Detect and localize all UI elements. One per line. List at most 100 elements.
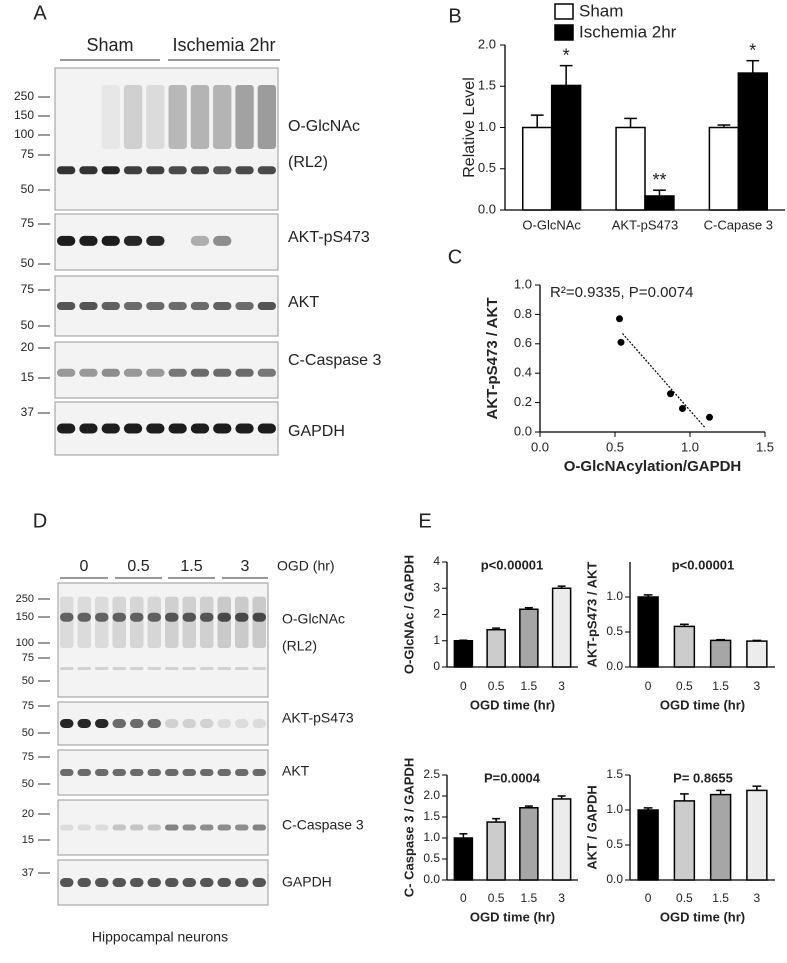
blot-label: C-Caspase 3	[288, 352, 381, 369]
y-tick-label: 0.6	[514, 335, 532, 350]
blot-band	[147, 612, 161, 622]
error-bar	[492, 627, 501, 630]
blot-band	[130, 719, 144, 728]
bar	[637, 809, 659, 881]
blot-band	[182, 719, 196, 728]
blot-band	[95, 719, 109, 728]
blot-band	[165, 824, 179, 831]
blot-band	[147, 667, 161, 670]
y-tick-label: 1.0	[606, 589, 623, 603]
blot-band	[217, 824, 231, 831]
mw-marker: 50	[22, 675, 34, 687]
mw-marker: 37	[22, 867, 34, 879]
x-tick-label: 0	[645, 891, 652, 905]
mw-marker: 75	[22, 700, 34, 712]
blot-band	[217, 769, 231, 776]
annotation: P= 0.8655	[673, 770, 733, 785]
x-tick-label: 0	[645, 679, 652, 693]
panel-label: A	[33, 2, 47, 24]
blot-band	[79, 166, 98, 175]
blot-band	[252, 667, 266, 670]
x-tick-label: AKT-pS473	[612, 217, 679, 232]
significance: *	[749, 40, 756, 60]
x-axis-label: OGD time (hr)	[470, 697, 555, 712]
blot-band	[95, 667, 109, 670]
mw-marker: 20	[22, 808, 34, 820]
blot-band	[168, 423, 187, 434]
blot-band	[112, 667, 126, 670]
bar	[673, 800, 696, 881]
y-tick-label: 0.0	[423, 872, 440, 886]
mw-marker: 250	[16, 593, 34, 605]
blot-band	[95, 612, 109, 622]
error-bar	[679, 623, 689, 627]
blot-smear	[190, 85, 210, 149]
blot-smear	[182, 596, 196, 648]
blot-band	[165, 719, 179, 728]
blot-band	[200, 769, 214, 776]
blot-band	[190, 368, 210, 377]
mw-marker: 250	[14, 89, 34, 103]
blot-band	[101, 166, 120, 175]
blot-band	[200, 719, 214, 728]
legend-swatch	[554, 3, 574, 20]
blot-smear	[95, 596, 109, 648]
mw-marker: 50	[21, 318, 35, 332]
panel-label: B	[448, 5, 461, 27]
y-tick-label: 0.5	[606, 624, 623, 638]
y-tick-label: 1.0	[606, 802, 623, 816]
blot-band	[79, 423, 98, 434]
blot-band	[57, 302, 76, 310]
error-bar	[524, 805, 533, 808]
y-tick-label: 0.0	[478, 201, 496, 216]
fit-line	[622, 333, 706, 428]
y-axis-label: Relative Level	[461, 77, 478, 178]
blot-band	[112, 824, 126, 831]
x-tick-label: 0.5	[488, 891, 505, 905]
blot-band	[57, 368, 76, 377]
y-tick-label: 0.5	[423, 851, 440, 865]
x-tick-label: 3	[558, 679, 565, 693]
blot-band	[235, 667, 249, 670]
blot-band	[252, 769, 266, 776]
blot-band	[60, 769, 74, 776]
blot-band	[123, 166, 143, 175]
group-label: 0.5	[127, 558, 149, 575]
error-bar	[559, 64, 573, 86]
y-tick-label: 0.5	[606, 837, 623, 851]
group-label: Ischemia 2hr	[172, 35, 275, 55]
x-tick-label: 0.5	[676, 891, 693, 905]
group-label: 0	[80, 558, 89, 575]
blot-band	[130, 824, 144, 831]
panel-label: C	[448, 246, 462, 268]
blot-band	[79, 302, 98, 310]
blot-band	[213, 368, 232, 377]
y-tick-label: 0	[433, 659, 440, 673]
blot-band	[130, 878, 144, 887]
mw-marker: 50	[22, 778, 34, 790]
blot-smear	[168, 85, 187, 149]
error-bar	[557, 795, 566, 799]
bar	[737, 72, 769, 211]
blot-band	[165, 878, 179, 887]
y-axis-label: AKT-pS473 / AKT	[484, 298, 501, 420]
blot-band	[182, 612, 196, 622]
blot-band	[200, 824, 214, 831]
y-tick-label: 1.0	[514, 276, 532, 291]
mw-marker: 150	[14, 108, 34, 122]
blot-band	[60, 719, 74, 728]
blot-band	[77, 667, 91, 670]
group-label: 1.5	[180, 558, 202, 575]
blot-band	[165, 612, 179, 622]
blot-smear	[217, 596, 231, 648]
x-tick-label: 1.5	[712, 679, 729, 693]
y-tick-label: 1.5	[423, 809, 440, 823]
mw-marker: 75	[21, 282, 35, 296]
error-bar	[752, 639, 762, 642]
blot-band	[146, 302, 165, 310]
y-axis-label: AKT / GAPDH	[584, 785, 599, 870]
blot-band	[147, 824, 161, 831]
x-tick-label: 3	[558, 891, 565, 905]
bar	[644, 195, 675, 211]
blot-band	[168, 302, 187, 310]
